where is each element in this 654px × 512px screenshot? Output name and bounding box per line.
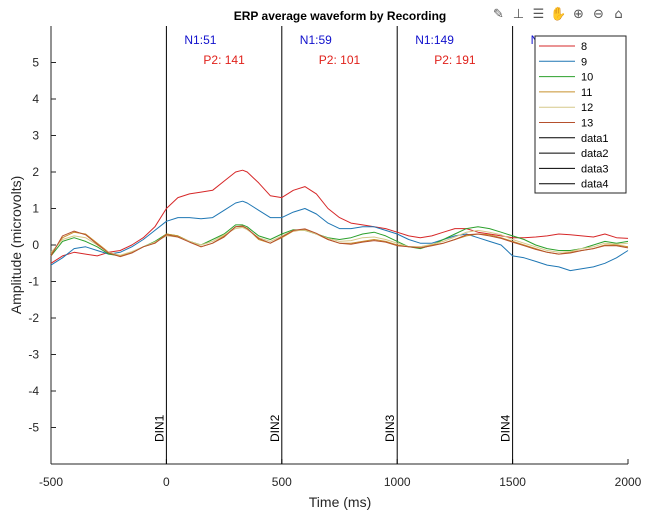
x-tick-label: 500 [272, 475, 292, 489]
figure-toolbar: ✎ ⊥ ☰ ✋ ⊕ ⊖ ⌂ [490, 6, 627, 23]
y-tick-label: 2 [32, 165, 39, 179]
legend-label: 10 [581, 72, 593, 84]
legend-label: 9 [581, 56, 587, 68]
p2-annotation: P2: 141 [203, 53, 245, 67]
legend-toggle-icon[interactable]: ☰ [532, 7, 545, 22]
zoom-out-icon[interactable]: ⊖ [593, 7, 604, 22]
series-line-12 [50, 227, 629, 256]
legend-label: 12 [581, 102, 593, 114]
legend-label: 8 [581, 41, 587, 53]
legend-box [534, 35, 627, 194]
y-tick-label: -1 [28, 275, 39, 289]
p2-annotation: P2: 101 [319, 53, 361, 67]
event-label: DIN2 [268, 414, 282, 442]
y-tick-label: -5 [28, 421, 39, 435]
series-line-9 [50, 200, 629, 272]
y-axis-label: Amplitude (microvolts) [8, 176, 24, 314]
y-tick-label: 5 [32, 56, 39, 70]
home-icon[interactable]: ⌂ [614, 7, 623, 22]
event-label: DIN4 [499, 414, 513, 442]
event-label: DIN3 [383, 414, 397, 442]
x-tick-label: 1500 [499, 475, 526, 489]
y-tick-label: -3 [28, 348, 39, 362]
y-tick-label: -4 [28, 384, 39, 398]
x-tick-label: -500 [39, 475, 63, 489]
legend-label: 11 [581, 87, 592, 99]
p2-annotation: P2: 191 [434, 53, 476, 67]
data-tip-icon[interactable]: ⊥ [512, 7, 525, 22]
brush-icon[interactable]: ✎ [493, 7, 504, 22]
y-tick-label: 0 [32, 238, 39, 252]
x-tick-label: 2000 [615, 475, 642, 489]
y-tick-label: 3 [32, 129, 39, 143]
n1-annotation: N1:149 [415, 33, 454, 47]
chart-title: ERP average waveform by Recording [234, 9, 447, 23]
x-tick-label: 1000 [384, 475, 411, 489]
n1-annotation: N1:59 [300, 33, 332, 47]
legend-label: data3 [581, 163, 609, 175]
legend-label: 13 [581, 118, 593, 130]
series-line-8 [50, 169, 629, 264]
legend-label: data1 [581, 133, 609, 145]
series-line-13 [50, 225, 629, 258]
y-tick-label: -2 [28, 311, 39, 325]
zoom-in-icon[interactable]: ⊕ [573, 7, 584, 22]
y-tick-label: 4 [32, 92, 39, 106]
y-tick-label: 1 [32, 202, 39, 216]
x-axis-label: Time (ms) [309, 494, 371, 510]
pan-hand-icon[interactable]: ✋ [550, 7, 567, 22]
n1-annotation: N1:51 [184, 33, 216, 47]
legend-label: data2 [581, 148, 609, 160]
legend-label: data4 [581, 179, 609, 191]
x-tick-label: 0 [163, 475, 170, 489]
event-label: DIN1 [152, 414, 166, 442]
